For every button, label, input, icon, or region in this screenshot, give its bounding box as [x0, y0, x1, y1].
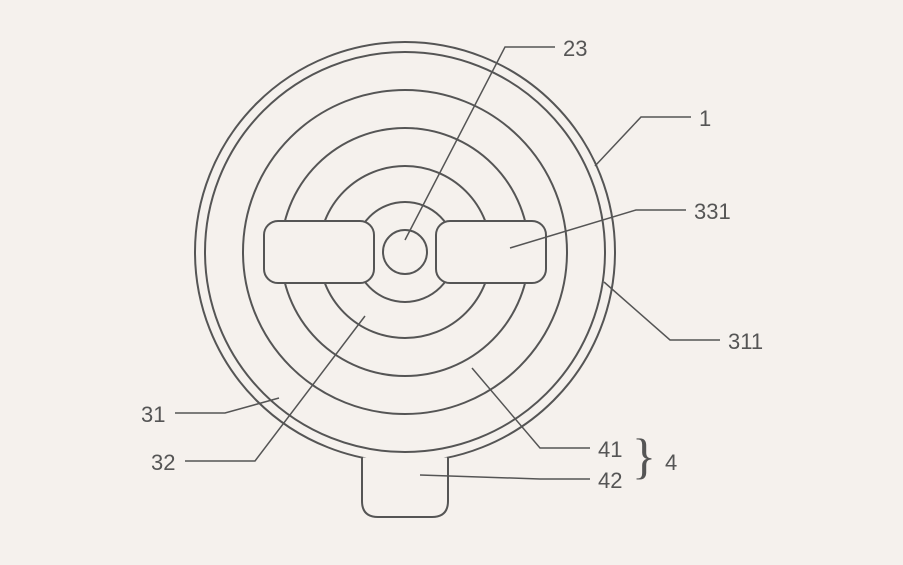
- label-32: 32: [151, 450, 175, 476]
- label-4: 4: [665, 450, 677, 476]
- brace-4: }: [632, 427, 656, 485]
- label-23: 23: [563, 36, 587, 62]
- label-42: 42: [598, 468, 622, 494]
- label-41: 41: [598, 437, 622, 463]
- label-311: 311: [728, 329, 763, 355]
- label-1: 1: [699, 106, 711, 132]
- label-31: 31: [141, 402, 165, 428]
- diagram-svg: [0, 0, 903, 565]
- label-331: 331: [694, 199, 731, 225]
- technical-diagram: 23 1 331 311 31 32 41 42 4 }: [0, 0, 903, 565]
